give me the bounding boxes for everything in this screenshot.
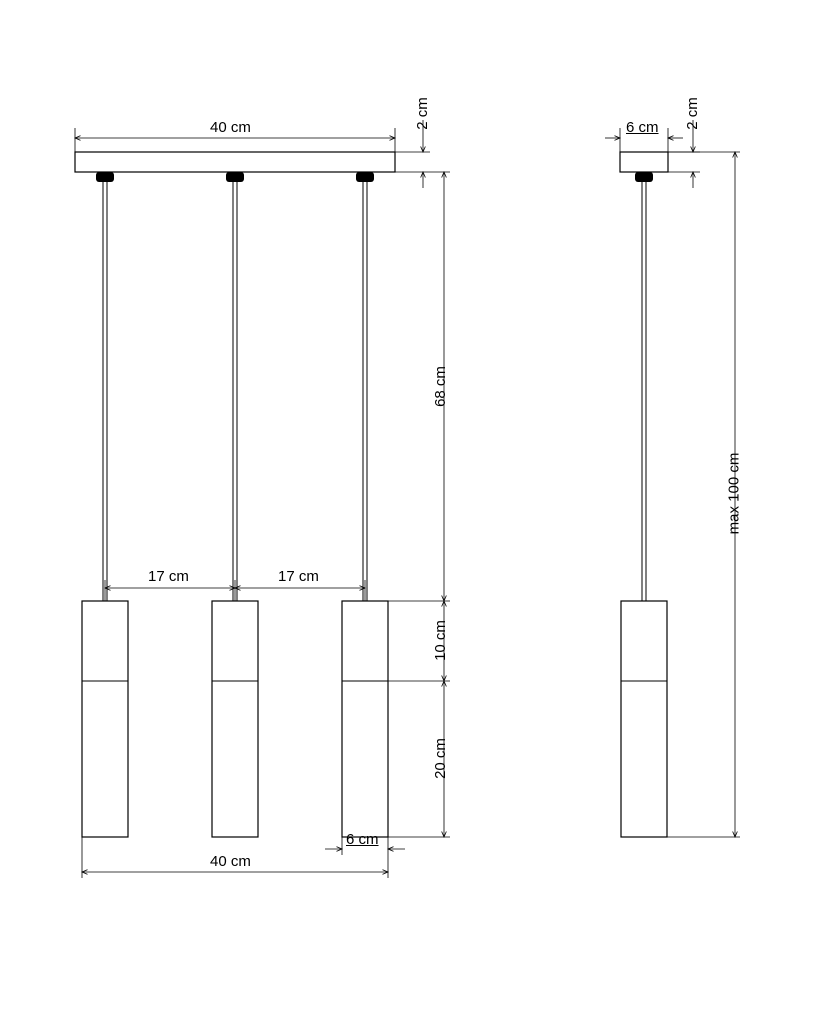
label-plate-height-side: 2 cm [684,97,701,130]
label-plate-height: 2 cm [414,97,431,130]
label-max-height: max 100 cm [725,453,742,535]
label-pendant-width: 6 cm [346,831,379,848]
label-plate-depth: 6 cm [626,119,659,136]
pendant-1 [82,601,128,837]
label-spacing-1: 17 cm [148,568,189,585]
label-cord-length: 68 cm [432,366,449,407]
pendant-3 [342,601,388,837]
label-plate-width: 40 cm [210,119,251,136]
side-connector [635,172,653,182]
label-spacing-2: 17 cm [278,568,319,585]
drawing-svg [0,0,819,1024]
connector-3 [356,172,374,182]
connector-2 [226,172,244,182]
technical-drawing: 40 cm 2 cm 68 cm 10 cm 20 cm 17 cm 17 cm… [0,0,819,1024]
front-plate [75,152,395,172]
connector-1 [96,172,114,182]
side-plate [620,152,668,172]
pendant-2 [212,601,258,837]
label-pendant-lower: 20 cm [432,738,449,779]
side-pendant [621,601,667,837]
label-total-width: 40 cm [210,853,251,870]
label-pendant-upper: 10 cm [432,620,449,661]
